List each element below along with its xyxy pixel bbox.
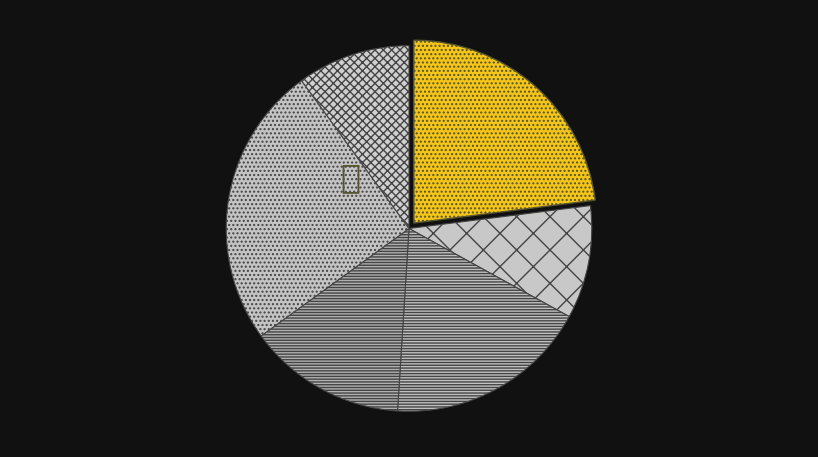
Wedge shape	[261, 228, 409, 411]
Wedge shape	[409, 206, 591, 317]
Wedge shape	[227, 80, 409, 336]
Text: 🚛: 🚛	[340, 161, 361, 194]
Wedge shape	[414, 40, 596, 223]
Wedge shape	[302, 46, 409, 228]
Wedge shape	[398, 228, 569, 411]
